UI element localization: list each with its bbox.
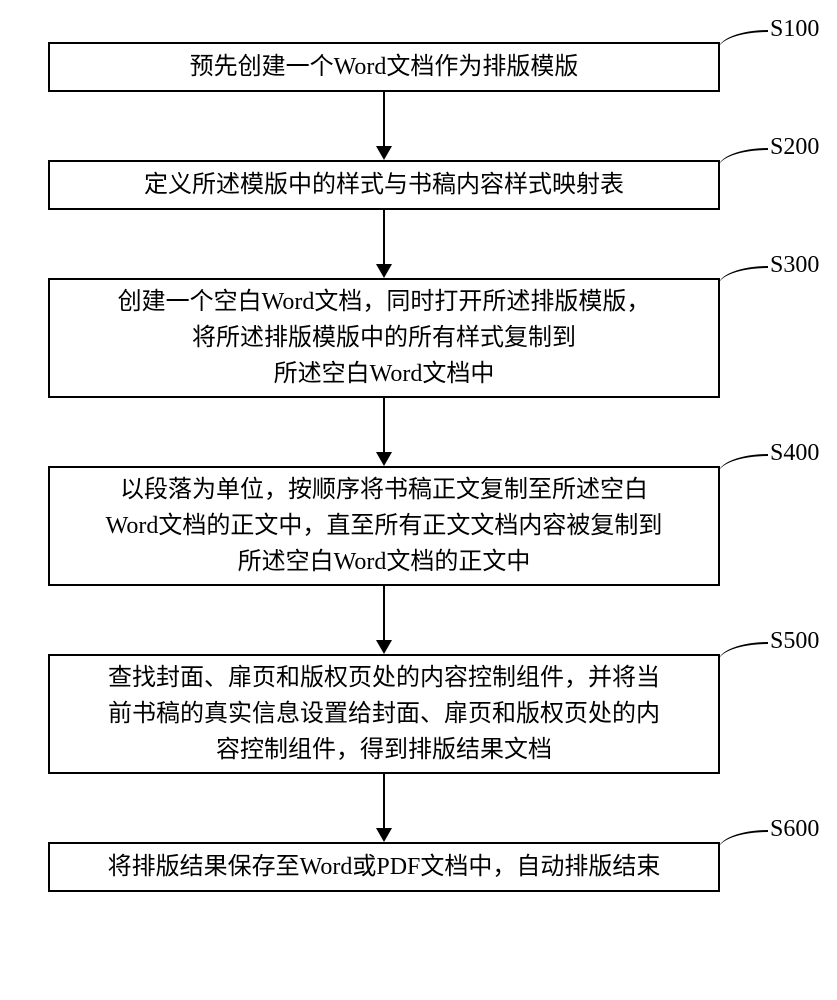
- leader-line: [718, 454, 768, 474]
- leader-line: [718, 642, 768, 662]
- step-label-s600: S600: [770, 816, 819, 843]
- flow-node-s500: 查找封面、扉页和版权页处的内容控制组件，并将当 前书稿的真实信息设置给封面、扉页…: [48, 654, 720, 774]
- leader-line: [718, 830, 768, 850]
- arrow-head-icon: [376, 264, 392, 278]
- flow-node-text: 预先创建一个Word文档作为排版模版: [180, 45, 589, 89]
- arrow-line: [383, 92, 385, 146]
- flow-node-text: 创建一个空白Word文档，同时打开所述排版模版， 将所述排版模版中的所有样式复制…: [108, 280, 661, 396]
- flow-node-text: 将排版结果保存至Word或PDF文档中，自动排版结束: [98, 845, 671, 889]
- arrow-head-icon: [376, 146, 392, 160]
- flow-node-s400: 以段落为单位，按顺序将书稿正文复制至所述空白 Word文档的正文中，直至所有正文…: [48, 466, 720, 586]
- arrow-head-icon: [376, 640, 392, 654]
- arrow-line: [383, 774, 385, 828]
- arrow-head-icon: [376, 452, 392, 466]
- flow-node-text: 以段落为单位，按顺序将书稿正文复制至所述空白 Word文档的正文中，直至所有正文…: [96, 468, 673, 584]
- arrow-line: [383, 398, 385, 452]
- flowchart-canvas: 预先创建一个Word文档作为排版模版定义所述模版中的样式与书稿内容样式映射表创建…: [0, 0, 837, 1000]
- flow-node-text: 定义所述模版中的样式与书稿内容样式映射表: [134, 163, 634, 207]
- flow-node-s100: 预先创建一个Word文档作为排版模版: [48, 42, 720, 92]
- arrow-line: [383, 210, 385, 264]
- step-label-s300: S300: [770, 252, 819, 279]
- leader-line: [718, 266, 768, 286]
- arrow-head-icon: [376, 828, 392, 842]
- flow-node-s300: 创建一个空白Word文档，同时打开所述排版模版， 将所述排版模版中的所有样式复制…: [48, 278, 720, 398]
- step-label-s100: S100: [770, 16, 819, 43]
- step-label-s500: S500: [770, 628, 819, 655]
- arrow-line: [383, 586, 385, 640]
- flow-node-s600: 将排版结果保存至Word或PDF文档中，自动排版结束: [48, 842, 720, 892]
- leader-line: [718, 30, 768, 50]
- flow-node-text: 查找封面、扉页和版权页处的内容控制组件，并将当 前书稿的真实信息设置给封面、扉页…: [98, 656, 670, 772]
- step-label-s400: S400: [770, 440, 819, 467]
- flow-node-s200: 定义所述模版中的样式与书稿内容样式映射表: [48, 160, 720, 210]
- step-label-s200: S200: [770, 134, 819, 161]
- leader-line: [718, 148, 768, 168]
